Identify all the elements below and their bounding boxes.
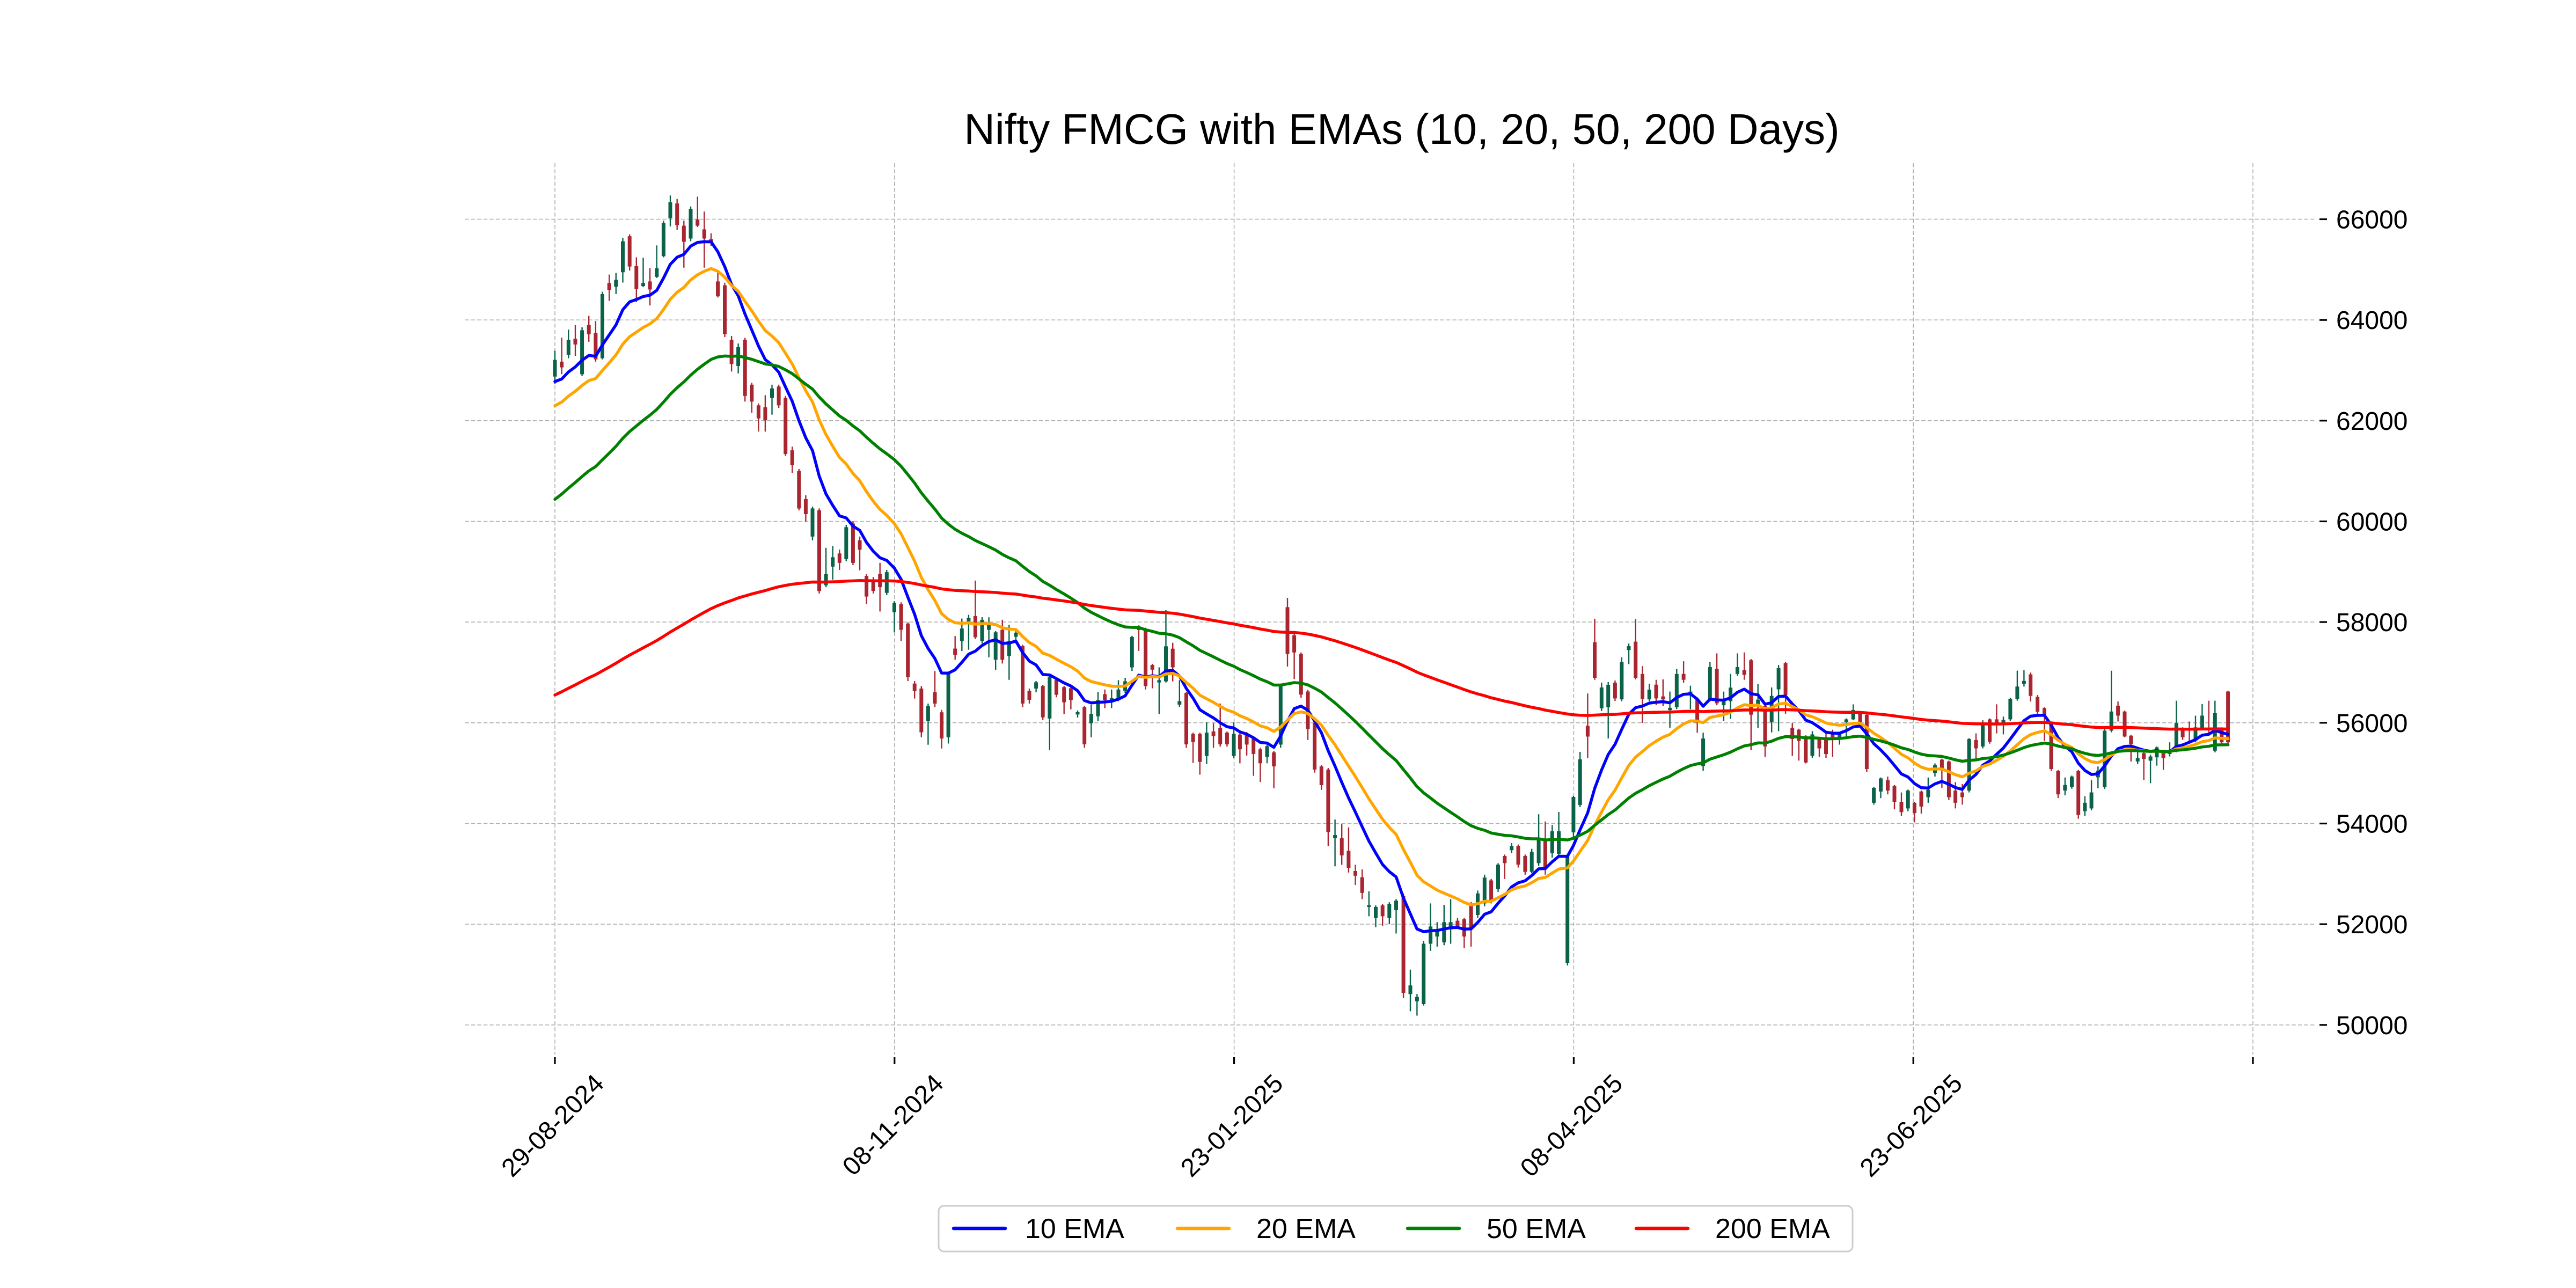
svg-text:20 EMA: 20 EMA: [1256, 1213, 1356, 1245]
svg-text:200 EMA: 200 EMA: [1715, 1213, 1830, 1245]
svg-text:50000: 50000: [2336, 1012, 2407, 1040]
svg-text:56000: 56000: [2336, 709, 2407, 738]
svg-text:66000: 66000: [2336, 206, 2407, 235]
svg-text:64000: 64000: [2336, 306, 2407, 335]
svg-text:52000: 52000: [2336, 911, 2407, 939]
svg-text:Nifty FMCG with EMAs (10, 20,: Nifty FMCG with EMAs (10, 20, 50, 200 Da…: [964, 105, 1840, 153]
svg-text:50 EMA: 50 EMA: [1487, 1213, 1586, 1245]
svg-text:62000: 62000: [2336, 407, 2407, 436]
svg-text:60000: 60000: [2336, 508, 2407, 537]
svg-text:54000: 54000: [2336, 810, 2407, 839]
svg-text:10 EMA: 10 EMA: [1025, 1213, 1124, 1245]
svg-text:58000: 58000: [2336, 609, 2407, 637]
